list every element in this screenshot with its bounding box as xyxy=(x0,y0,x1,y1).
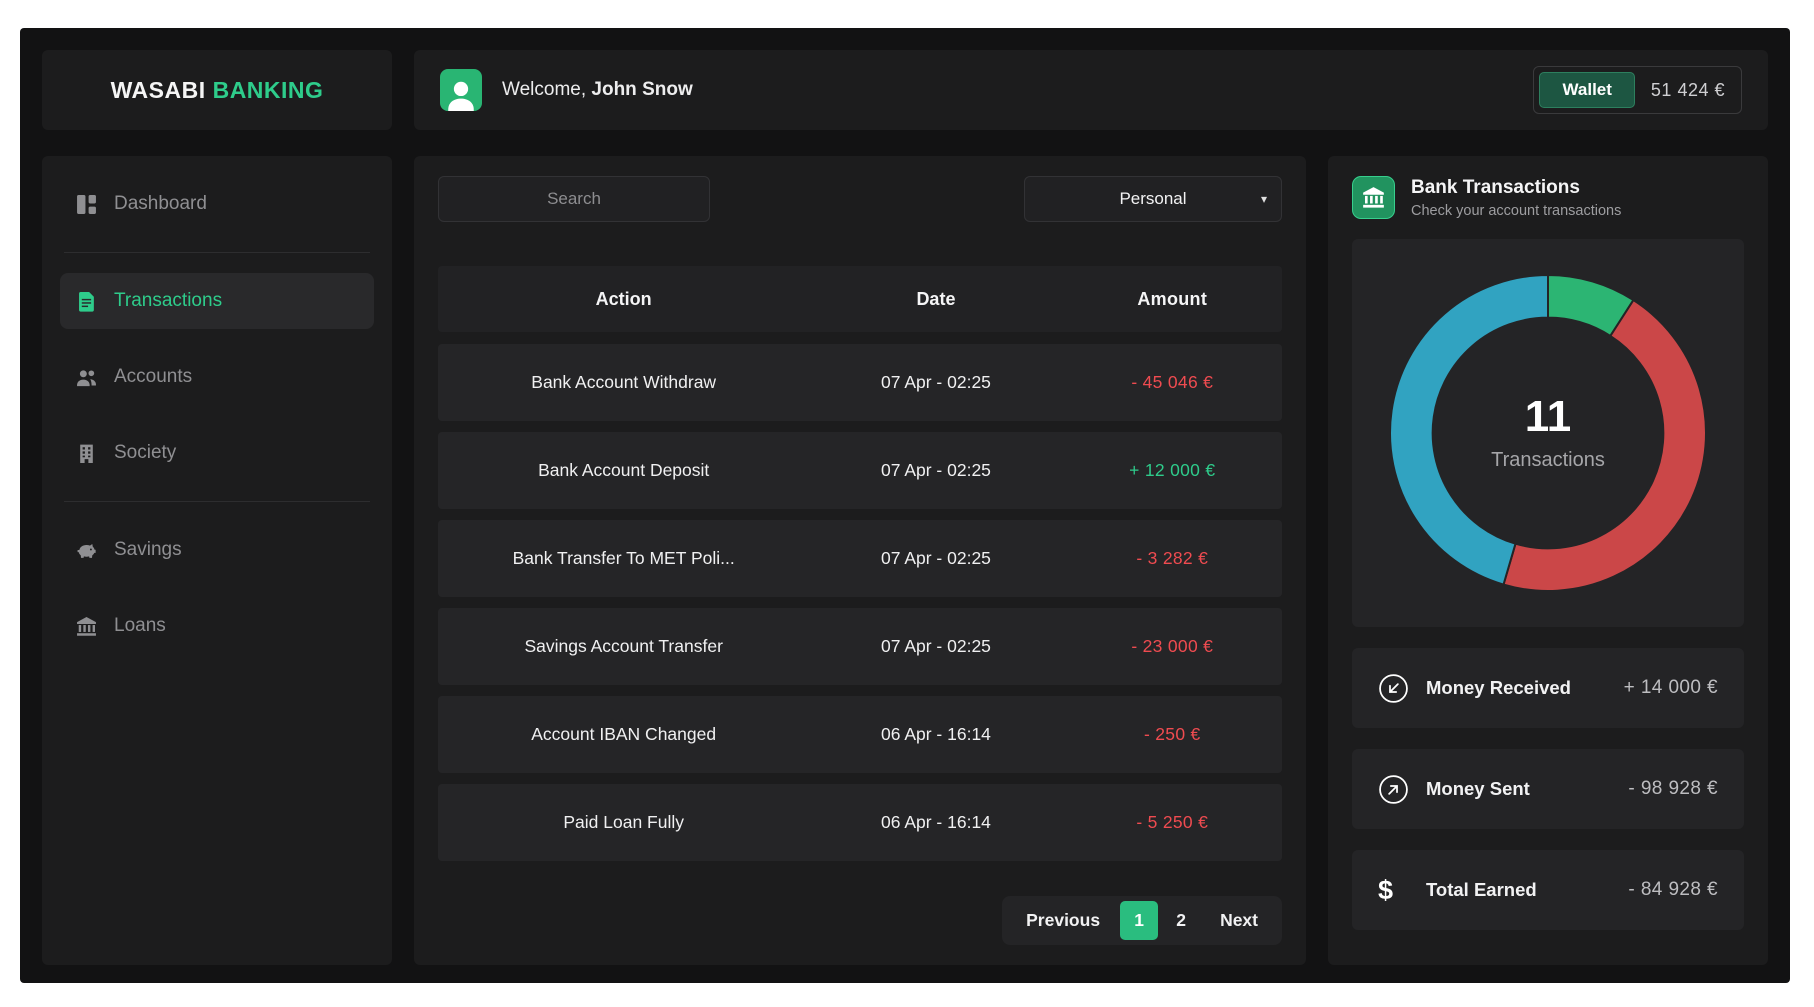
red-segment xyxy=(1502,298,1707,592)
sidebar-item-dashboard[interactable]: Dashboard xyxy=(60,176,374,232)
action-cell: Paid Loan Fully xyxy=(563,812,684,832)
date-cell: 07 Apr - 02:25 xyxy=(880,548,991,568)
avatar xyxy=(440,69,482,111)
stat-value: - 84 928 € xyxy=(1628,879,1718,900)
amount-cell: - 250 € xyxy=(1143,724,1201,744)
sidebar-item-transactions[interactable]: Transactions xyxy=(60,273,374,329)
sidebar: Dashboard Transactions Accounts xyxy=(42,156,392,965)
welcome-text: Welcome, John Snow xyxy=(502,79,693,101)
sidebar-item-label: Society xyxy=(114,442,177,463)
stat-card-money-received: Money Received + 14 000 € xyxy=(1352,648,1744,728)
arrow-down-left-circle-icon xyxy=(1378,673,1412,704)
sidebar-item-accounts[interactable]: Accounts xyxy=(60,349,374,405)
sidebar-item-label: Dashboard xyxy=(114,193,207,214)
blue-segment xyxy=(1389,273,1549,586)
table-row: Bank Account Deposit 07 Apr - 02:25 + 12… xyxy=(438,432,1282,509)
amount-cell: - 3 282 € xyxy=(1136,548,1209,568)
dollar-icon: $ xyxy=(1378,874,1394,905)
sidebar-divider xyxy=(64,501,370,502)
column-header-amount: Amount xyxy=(1137,288,1208,309)
filter-dropdown[interactable]: Personal ▾ xyxy=(1024,176,1282,222)
table-row: Account IBAN Changed 06 Apr - 16:14 - 25… xyxy=(438,696,1282,773)
action-cell: Bank Transfer To MET Poli... xyxy=(512,548,735,568)
panel-header: Bank Transactions Check your account tra… xyxy=(1352,176,1744,219)
welcome-prefix: Welcome, xyxy=(502,79,587,100)
table-row: Bank Account Withdraw 07 Apr - 02:25 - 4… xyxy=(438,344,1282,421)
date-cell: 06 Apr - 16:14 xyxy=(880,724,991,744)
date-cell: 07 Apr - 02:25 xyxy=(880,372,991,392)
stat-value: + 14 000 € xyxy=(1623,677,1718,698)
brand-primary: WASABI xyxy=(110,76,206,103)
filter-selected-value: Personal xyxy=(1119,189,1187,208)
user-name: John Snow xyxy=(591,79,693,100)
bank-icon-tile xyxy=(1352,176,1395,219)
action-cell: Account IBAN Changed xyxy=(531,724,717,744)
pagination: Previous 1 2 Next xyxy=(1002,896,1282,945)
stat-value: - 98 928 € xyxy=(1628,778,1718,799)
bank-icon xyxy=(1363,187,1384,208)
sidebar-item-label: Accounts xyxy=(114,366,193,387)
action-cell: Bank Account Withdraw xyxy=(531,372,717,392)
wallet-amount: 51 424 € xyxy=(1650,79,1725,100)
wallet-widget: Wallet 51 424 € xyxy=(1533,66,1742,114)
sidebar-item-loans[interactable]: Loans xyxy=(60,598,374,654)
column-header-date: Date xyxy=(916,288,956,309)
bank-transactions-panel: Bank Transactions Check your account tra… xyxy=(1328,156,1768,965)
action-cell: Bank Account Deposit xyxy=(538,460,710,480)
table-row: Savings Account Transfer 07 Apr - 02:25 … xyxy=(438,608,1282,685)
users-icon xyxy=(77,369,96,386)
previous-page-button[interactable]: Previous xyxy=(1010,901,1116,940)
search-input[interactable] xyxy=(438,176,710,222)
stat-label: Total Earned xyxy=(1426,879,1537,900)
table-header: Action Date Amount xyxy=(438,266,1282,332)
sidebar-item-society[interactable]: Society xyxy=(60,425,374,481)
amount-cell: + 12 000 € xyxy=(1129,460,1216,480)
transactions-panel: Personal ▾ Action Date Amount Bank Accou… xyxy=(414,156,1306,965)
action-cell: Savings Account Transfer xyxy=(524,636,723,656)
amount-cell: - 23 000 € xyxy=(1131,636,1214,656)
date-cell: 07 Apr - 02:25 xyxy=(880,460,991,480)
arrow-up-right-circle-icon xyxy=(1378,774,1412,805)
amount-cell: - 5 250 € xyxy=(1136,812,1209,832)
page-button-2[interactable]: 2 xyxy=(1162,901,1200,940)
building-icon xyxy=(80,444,93,463)
person-icon xyxy=(448,81,474,111)
date-cell: 06 Apr - 16:14 xyxy=(880,812,991,832)
toolbar: Personal ▾ xyxy=(438,176,1282,222)
chevron-down-icon: ▾ xyxy=(1260,192,1267,206)
date-cell: 07 Apr - 02:25 xyxy=(880,636,991,656)
column-header-action: Action xyxy=(595,288,652,309)
wallet-button[interactable]: Wallet xyxy=(1539,72,1635,108)
table-row: Paid Loan Fully 06 Apr - 16:14 - 5 250 € xyxy=(438,784,1282,861)
dashboard-icon xyxy=(77,194,96,214)
bank-icon xyxy=(77,616,96,636)
stat-card-money-sent: Money Sent - 98 928 € xyxy=(1352,749,1744,829)
brand-accent: BANKING xyxy=(212,76,324,103)
stat-label: Money Sent xyxy=(1426,778,1530,799)
sidebar-item-label: Savings xyxy=(114,539,182,560)
sidebar-item-savings[interactable]: Savings xyxy=(60,522,374,578)
next-page-button[interactable]: Next xyxy=(1204,901,1274,940)
brand-logo: WASABI BANKING xyxy=(42,50,392,130)
sidebar-divider xyxy=(64,252,370,253)
table-row: Bank Transfer To MET Poli... 07 Apr - 02… xyxy=(438,520,1282,597)
page-button-1[interactable]: 1 xyxy=(1120,901,1159,940)
donut-chart-svg xyxy=(1389,273,1707,592)
pagination-row: Previous 1 2 Next xyxy=(438,896,1282,945)
amount-cell: - 45 046 € xyxy=(1131,372,1214,392)
top-header: Welcome, John Snow Wallet 51 424 € xyxy=(414,50,1768,130)
document-icon xyxy=(79,291,94,312)
transactions-donut-chart: 11 Transactions xyxy=(1352,239,1744,627)
sidebar-item-label: Loans xyxy=(114,615,166,636)
app-container: WASABI BANKING Welcome, John Snow Wallet… xyxy=(20,28,1790,983)
sidebar-item-label: Transactions xyxy=(114,290,223,311)
panel-title: Bank Transactions xyxy=(1411,176,1580,198)
piggy-bank-icon xyxy=(77,543,96,558)
stat-card-total-earned: $ Total Earned - 84 928 € xyxy=(1352,850,1744,930)
panel-subtitle: Check your account transactions xyxy=(1411,202,1622,219)
stat-label: Money Received xyxy=(1426,677,1571,698)
